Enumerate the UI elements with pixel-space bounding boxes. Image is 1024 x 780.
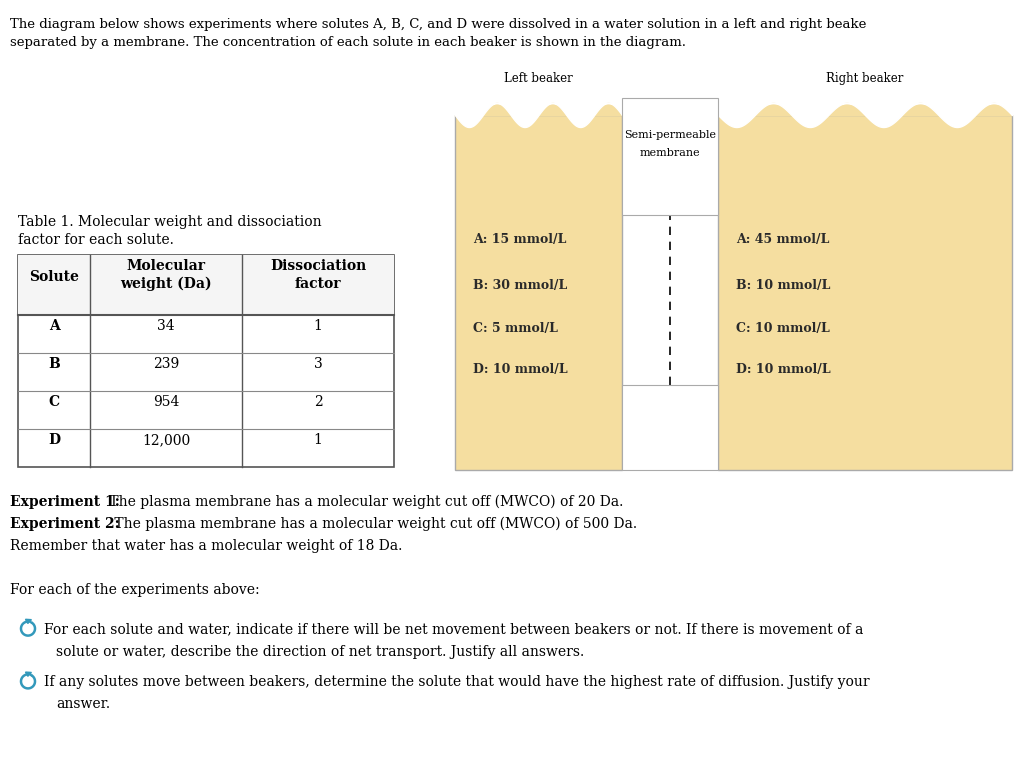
Text: B: 30 mmol/L: B: 30 mmol/L [473,278,567,292]
Text: For each of the experiments above:: For each of the experiments above: [10,583,260,597]
Text: 954: 954 [153,395,179,409]
Text: 34: 34 [158,319,175,333]
Text: The diagram below shows experiments where solutes A, B, C, and D were dissolved : The diagram below shows experiments wher… [10,18,866,31]
Text: Table 1. Molecular weight and dissociation: Table 1. Molecular weight and dissociati… [18,215,322,229]
Text: D: D [48,433,60,447]
Text: C: C [48,395,59,409]
Text: 1: 1 [313,433,323,447]
Text: A: A [48,319,59,333]
Text: 1: 1 [313,319,323,333]
Text: 2: 2 [313,395,323,409]
Text: separated by a membrane. The concentration of each solute in each beaker is show: separated by a membrane. The concentrati… [10,36,686,49]
Text: For each solute and water, indicate if there will be net movement between beaker: For each solute and water, indicate if t… [44,622,863,636]
Text: The plasma membrane has a molecular weight cut off (MWCO) of 20 Da.: The plasma membrane has a molecular weig… [105,495,624,509]
Text: 3: 3 [313,357,323,371]
Text: The plasma membrane has a molecular weight cut off (MWCO) of 500 Da.: The plasma membrane has a molecular weig… [110,517,637,531]
Text: B: 10 mmol/L: B: 10 mmol/L [736,278,830,292]
Text: Experiment 2:: Experiment 2: [10,517,120,531]
Text: answer.: answer. [56,697,111,711]
Text: 239: 239 [153,357,179,371]
Text: A: 45 mmol/L: A: 45 mmol/L [736,233,829,246]
Text: D: 10 mmol/L: D: 10 mmol/L [736,363,830,377]
Text: Remember that water has a molecular weight of 18 Da.: Remember that water has a molecular weig… [10,539,402,553]
Text: If any solutes move between beakers, determine the solute that would have the hi: If any solutes move between beakers, det… [44,675,869,690]
Text: D: 10 mmol/L: D: 10 mmol/L [473,363,567,377]
Text: Left beaker: Left beaker [504,72,572,85]
Text: C: 10 mmol/L: C: 10 mmol/L [736,321,829,335]
Text: Molecular
weight (Da): Molecular weight (Da) [120,259,212,291]
Text: membrane: membrane [640,148,700,158]
Text: B: B [48,357,59,371]
Text: solute or water, describe the direction of net transport. Justify all answers.: solute or water, describe the direction … [56,644,585,658]
Text: Right beaker: Right beaker [826,72,904,85]
Text: Experiment 1:: Experiment 1: [10,495,120,509]
Text: factor for each solute.: factor for each solute. [18,233,174,247]
Text: Solute: Solute [29,270,79,284]
Text: Semi-permeable: Semi-permeable [624,130,716,140]
Text: 12,000: 12,000 [142,433,190,447]
Text: A: 15 mmol/L: A: 15 mmol/L [473,233,566,246]
Text: Dissociation
factor: Dissociation factor [270,259,367,291]
Text: C: 5 mmol/L: C: 5 mmol/L [473,321,558,335]
